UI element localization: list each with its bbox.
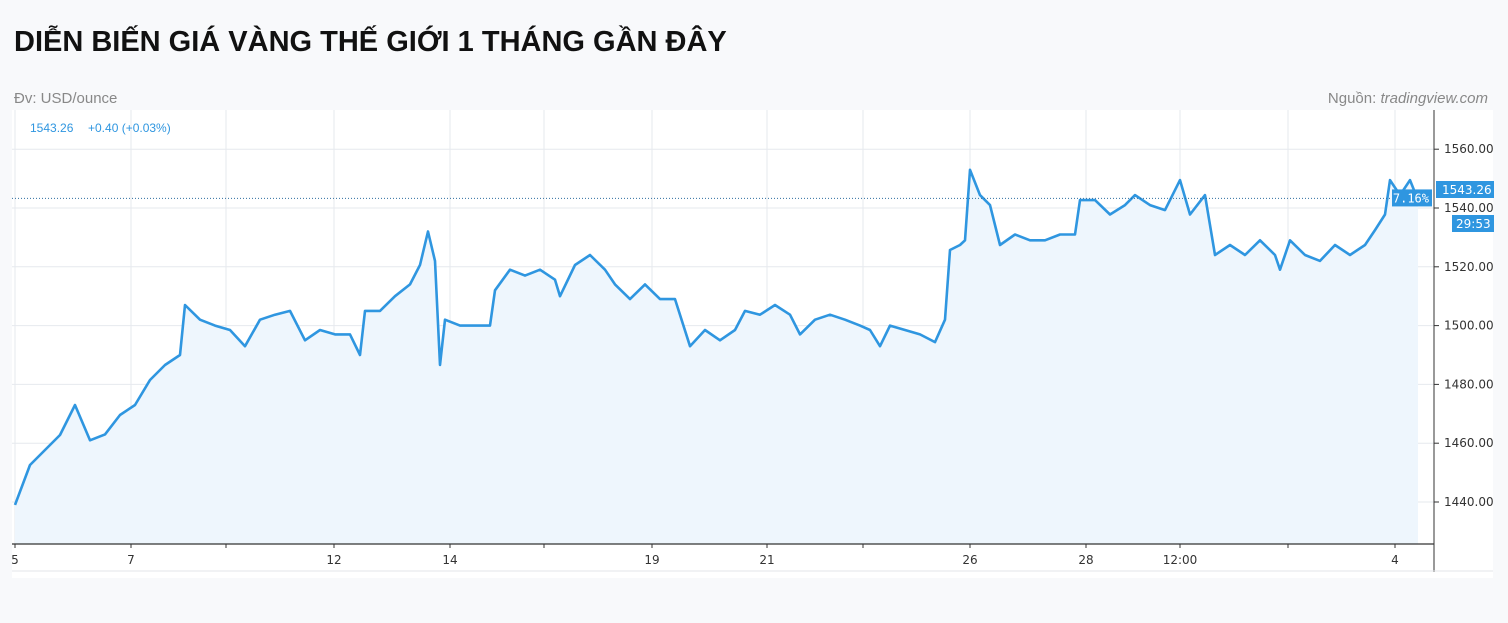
countdown-label-bg xyxy=(1452,215,1494,232)
price-line xyxy=(13,168,1420,506)
x-tick-label: 5 xyxy=(11,553,19,567)
x-tick-label: 14 xyxy=(442,553,457,567)
x-tick-label: 12 xyxy=(326,553,341,567)
price-label: 1543.26 xyxy=(1442,183,1492,197)
page-title: DIỄN BIẾN GIÁ VÀNG THẾ GIỚI 1 THÁNG GẦN … xyxy=(14,26,727,58)
source-site: tradingview.com xyxy=(1380,90,1488,107)
x-tick-label: 7 xyxy=(127,553,135,567)
x-tick-label: 12:00 xyxy=(1163,553,1198,567)
y-tick-label: 1460.00 xyxy=(1444,436,1494,450)
y-tick-label: 1500.00 xyxy=(1444,319,1494,333)
legend-price: 1543.26 xyxy=(30,121,74,135)
y-tick-label: 1480.00 xyxy=(1444,377,1494,391)
y-tick-label: 1540.00 xyxy=(1444,201,1494,215)
legend-change: +0.40 (+0.03%) xyxy=(88,121,171,135)
y-tick-label: 1440.00 xyxy=(1444,495,1494,509)
x-tick-label: 4 xyxy=(1391,553,1399,567)
unit-label: Đv: USD/ounce xyxy=(14,90,118,107)
y-tick-label: 1520.00 xyxy=(1444,260,1494,274)
x-tick-label: 28 xyxy=(1078,553,1093,567)
x-tick-label: 21 xyxy=(759,553,774,567)
percent-label-bg xyxy=(1392,189,1432,207)
countdown-label: 29:53 xyxy=(1456,217,1491,231)
source-prefix: Nguồn: xyxy=(1327,90,1377,107)
y-tick-label: 1560.00 xyxy=(1444,142,1494,156)
x-tick-label: 19 xyxy=(644,553,659,567)
price-label-bg xyxy=(1436,181,1494,198)
percent-label: 7.16% xyxy=(1393,191,1430,205)
source-label: Nguồn: tradingview.com xyxy=(1328,90,1488,107)
x-tick-label: 26 xyxy=(962,553,977,567)
area-fill xyxy=(15,169,1418,545)
